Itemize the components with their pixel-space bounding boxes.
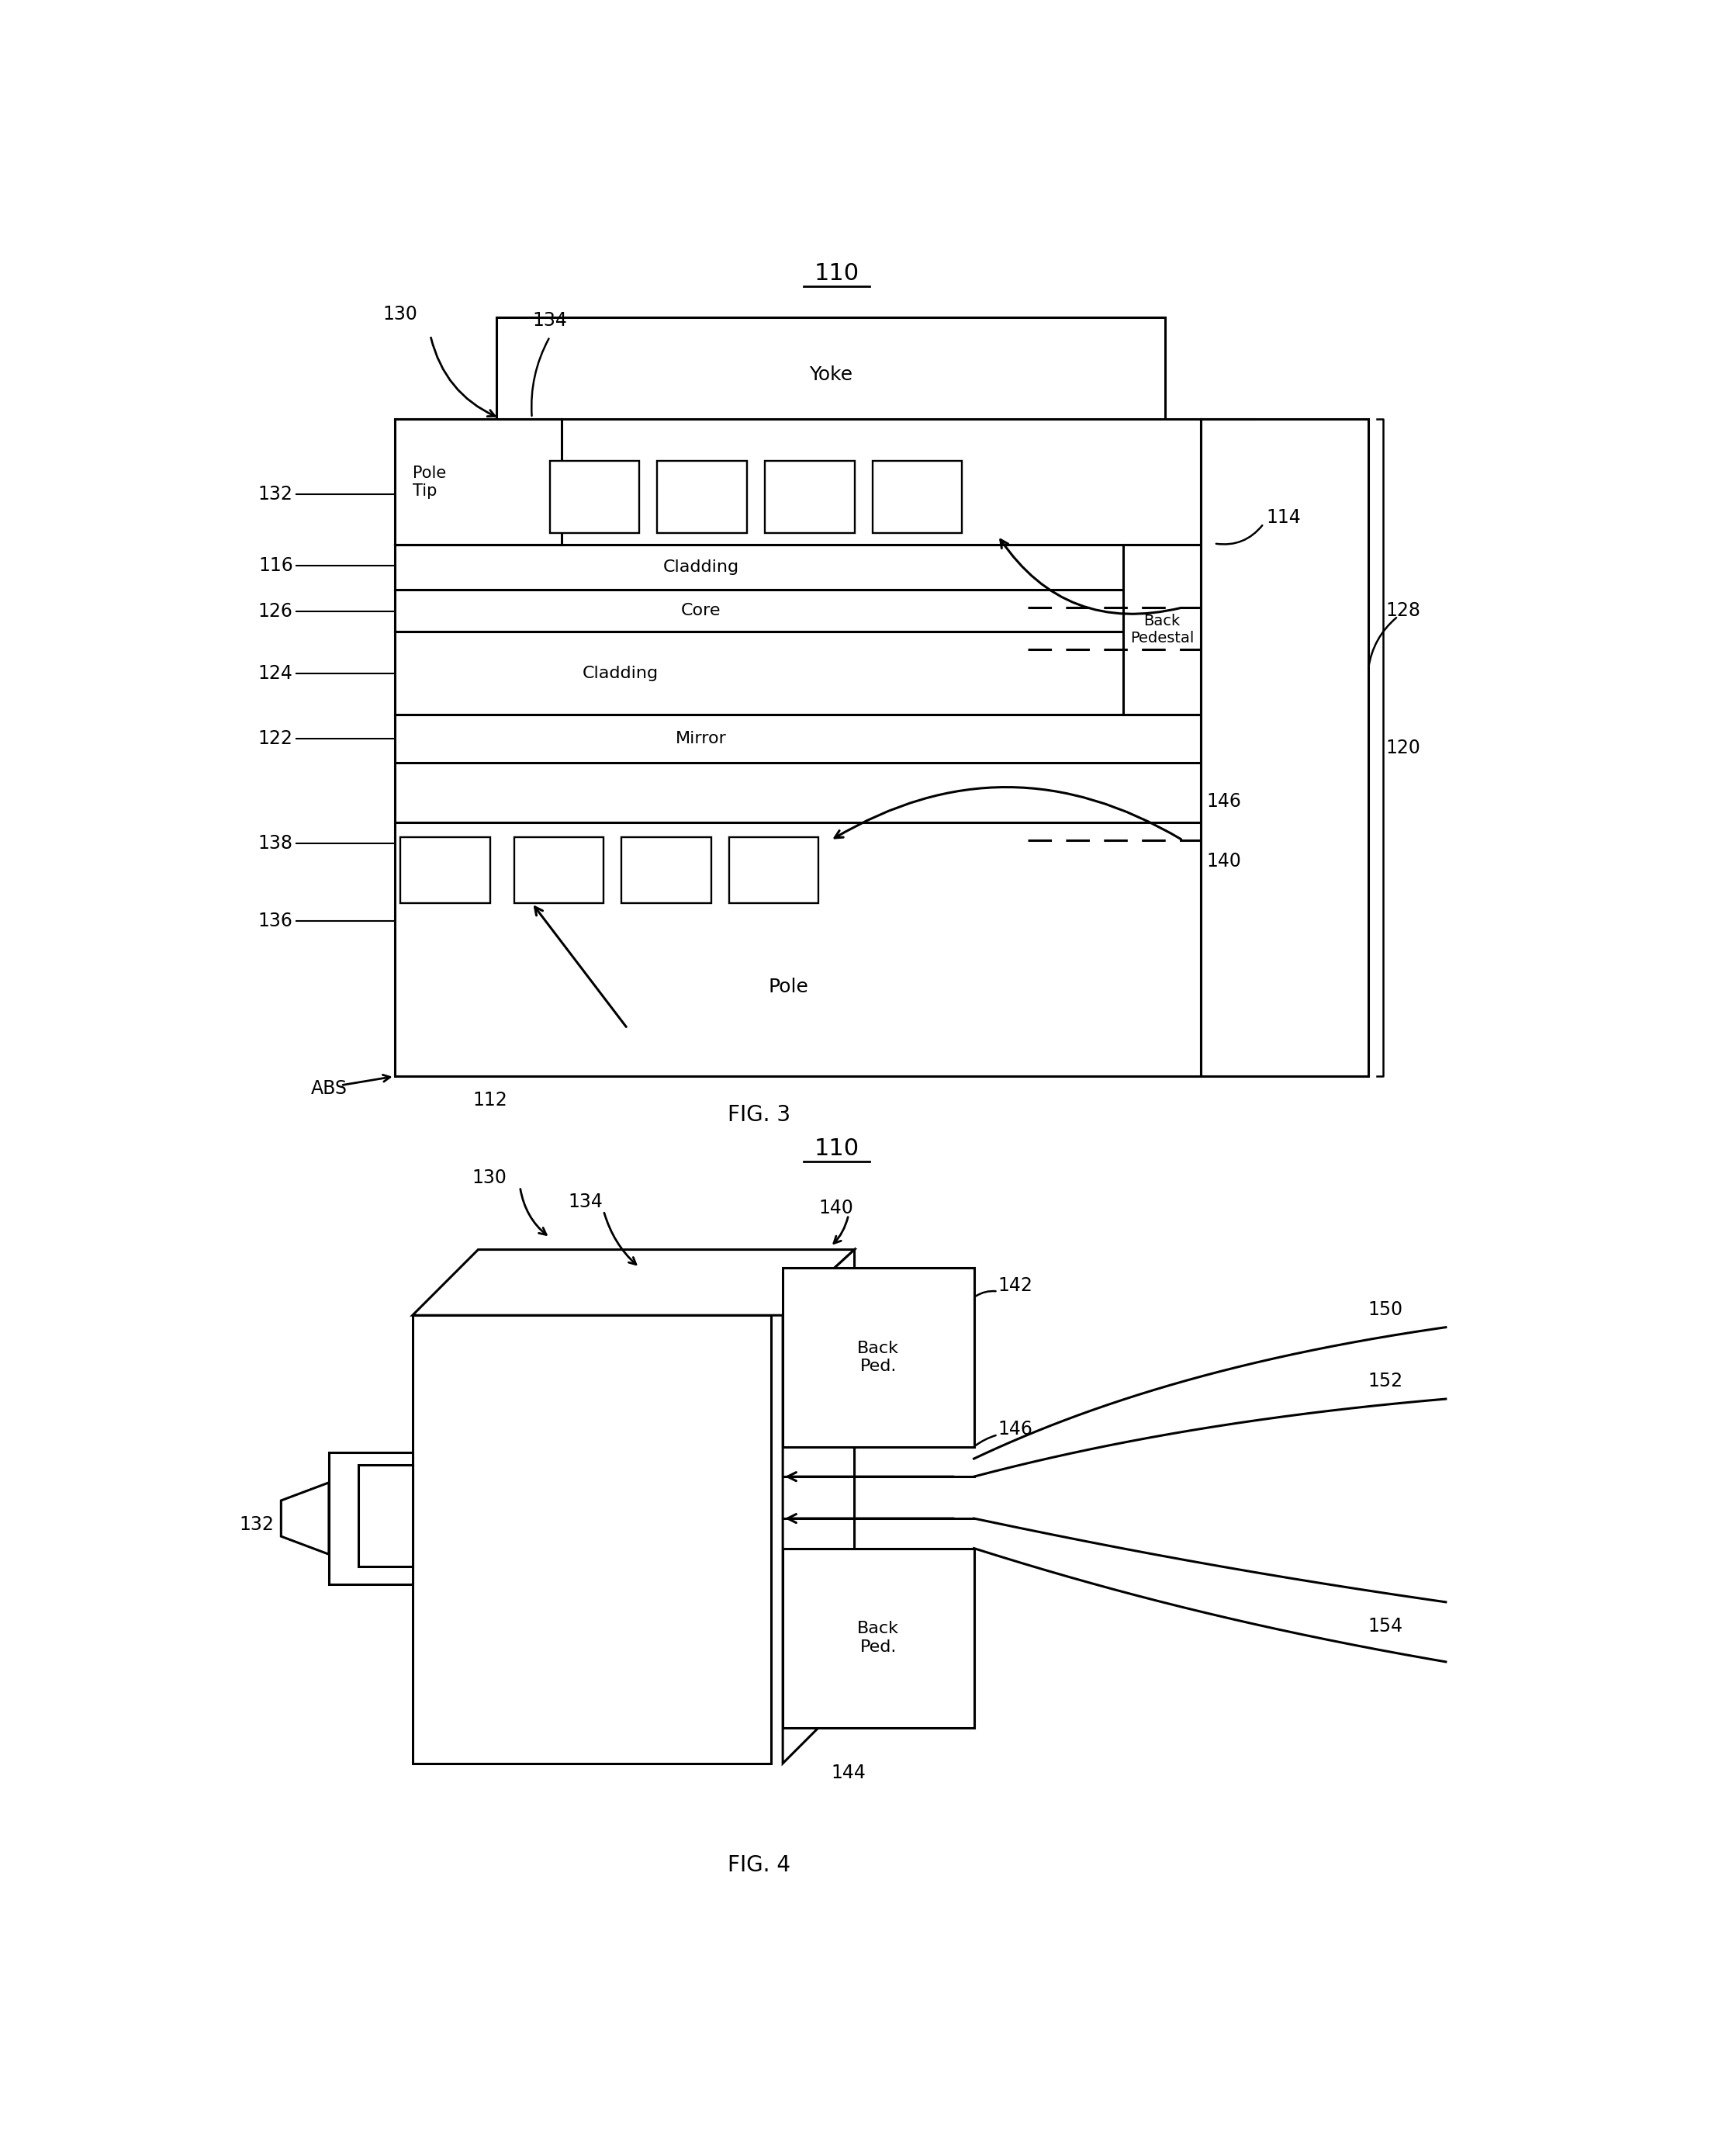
Text: 146: 146 xyxy=(998,1420,1033,1437)
Text: Cladding: Cladding xyxy=(663,560,740,575)
Text: 120: 120 xyxy=(1385,739,1420,758)
Bar xyxy=(359,1465,413,1567)
Text: 130: 130 xyxy=(472,1169,507,1188)
Text: 122: 122 xyxy=(259,730,293,747)
Text: Mirror: Mirror xyxy=(675,730,726,747)
Text: 110: 110 xyxy=(814,262,859,285)
Bar xyxy=(873,462,962,532)
Text: 154: 154 xyxy=(1368,1616,1403,1635)
Text: 130: 130 xyxy=(384,304,418,324)
Bar xyxy=(621,837,712,903)
Bar xyxy=(550,462,639,532)
Polygon shape xyxy=(413,1250,854,1316)
Text: 112: 112 xyxy=(472,1090,507,1109)
Text: 146: 146 xyxy=(1207,792,1241,811)
Text: Back
Ped.: Back Ped. xyxy=(858,1620,899,1654)
Text: Back
Pedestal: Back Pedestal xyxy=(1130,613,1194,645)
Text: 116: 116 xyxy=(259,556,293,575)
Bar xyxy=(1123,545,1201,715)
Bar xyxy=(658,462,746,532)
Text: FIG. 3: FIG. 3 xyxy=(727,1105,790,1126)
Bar xyxy=(783,1267,974,1448)
Text: Yoke: Yoke xyxy=(809,364,852,383)
Text: 140: 140 xyxy=(1207,852,1241,871)
Text: Back
Ped.: Back Ped. xyxy=(858,1341,899,1373)
Text: 110: 110 xyxy=(814,1137,859,1160)
Text: FIG. 4: FIG. 4 xyxy=(727,1854,790,1876)
Bar xyxy=(401,837,490,903)
Text: 144: 144 xyxy=(832,1763,866,1782)
Bar xyxy=(729,837,819,903)
Text: Pole: Pole xyxy=(769,977,809,996)
Text: 126: 126 xyxy=(259,603,293,622)
Text: 124: 124 xyxy=(259,664,293,683)
Text: ABS: ABS xyxy=(311,1079,347,1099)
Bar xyxy=(496,317,1165,432)
Polygon shape xyxy=(783,1250,854,1763)
Bar xyxy=(413,1316,771,1763)
Text: 136: 136 xyxy=(259,911,293,930)
Text: 140: 140 xyxy=(819,1199,854,1218)
Bar xyxy=(394,419,1201,1077)
Text: 152: 152 xyxy=(1368,1371,1403,1390)
Bar xyxy=(1201,419,1368,1077)
Text: 132: 132 xyxy=(259,485,293,502)
Bar xyxy=(328,1452,413,1584)
Text: Core: Core xyxy=(681,603,720,617)
Bar xyxy=(783,1548,974,1727)
Text: 128: 128 xyxy=(1385,600,1422,620)
Polygon shape xyxy=(281,1482,328,1554)
Text: 114: 114 xyxy=(1267,509,1302,528)
Bar xyxy=(514,837,604,903)
Text: Cladding: Cladding xyxy=(582,666,658,681)
Text: 150: 150 xyxy=(1368,1301,1403,1318)
Text: 132: 132 xyxy=(240,1516,274,1533)
Text: 142: 142 xyxy=(998,1275,1033,1294)
Text: 138: 138 xyxy=(259,835,293,852)
Bar xyxy=(766,462,854,532)
Text: Pole
Tip: Pole Tip xyxy=(413,464,446,498)
Text: 134: 134 xyxy=(533,311,568,330)
Text: 134: 134 xyxy=(568,1192,602,1211)
